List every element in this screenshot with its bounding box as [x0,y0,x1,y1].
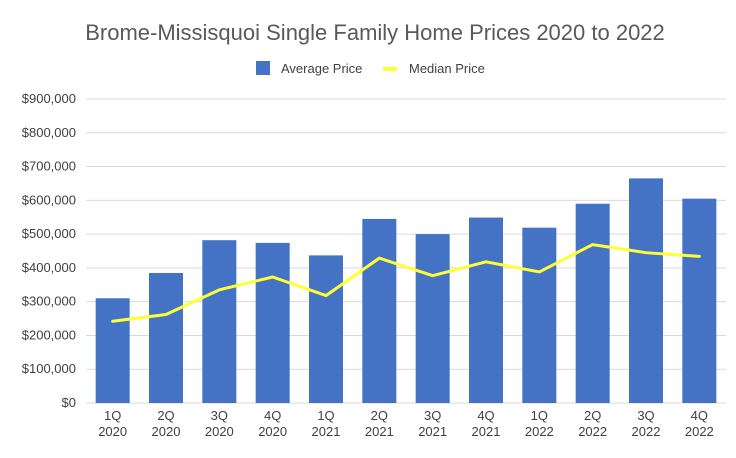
chart-title: Brome-Missisquoi Single Family Home Pric… [85,20,665,45]
average-price-bar [309,255,343,403]
y-tick-label: $0 [62,395,76,410]
average-price-bar [255,242,290,403]
y-tick-label: $300,000 [22,294,76,309]
x-tick-label: 4Q 2020 [258,408,287,439]
average-price-bar [469,217,503,403]
median-line-group [111,243,701,323]
x-tick-label: 1Q 2022 [525,408,554,439]
average-price-bar [682,198,717,403]
average-price-bar [362,218,397,403]
legend-average-label: Average Price [281,61,362,76]
y-tick-label: $200,000 [22,327,76,342]
y-tick-label: $600,000 [22,192,76,207]
x-tick-label: 2Q 2020 [152,408,181,439]
y-tick-label: $400,000 [22,260,76,275]
x-tick-label: 2Q 2022 [578,408,607,439]
average-price-bar [149,272,183,403]
y-tick-label: $500,000 [22,226,76,241]
x-tick-label: 3Q 2021 [418,408,447,439]
bars [95,178,717,403]
x-tick-label: 1Q 2021 [312,408,341,439]
y-tick-label: $900,000 [22,91,76,106]
average-price-bar [202,240,237,403]
x-tick-label: 3Q 2022 [632,408,661,439]
average-price-bar [415,234,450,403]
x-tick-label: 3Q 2020 [205,408,234,439]
x-tick-label: 4Q 2021 [472,408,501,439]
median-price-line [111,243,701,323]
average-price-bar [522,227,557,403]
y-tick-label: $700,000 [22,159,76,174]
legend-average-swatch [256,61,270,75]
x-tick-label: 4Q 2022 [685,408,714,439]
average-price-bar [629,178,663,403]
average-price-bar [575,203,610,403]
y-tick-label: $800,000 [22,125,76,140]
legend: Average Price Median Price [256,61,485,76]
x-tick-label: 1Q 2020 [98,408,127,439]
y-tick-label: $100,000 [22,361,76,376]
y-axis-labels: $0 $100,000 $200,000 $300,000 $400,000 $500,0… [22,91,76,410]
x-axis-labels: 1Q 2020 2Q 2020 3Q 2020 4Q 2020 1Q 2021 2Q 2021 3Q 20… [98,408,714,439]
x-tick-label: 2Q 2021 [365,408,394,439]
average-price-bar [95,298,130,403]
legend-median-label: Median Price [409,61,485,76]
